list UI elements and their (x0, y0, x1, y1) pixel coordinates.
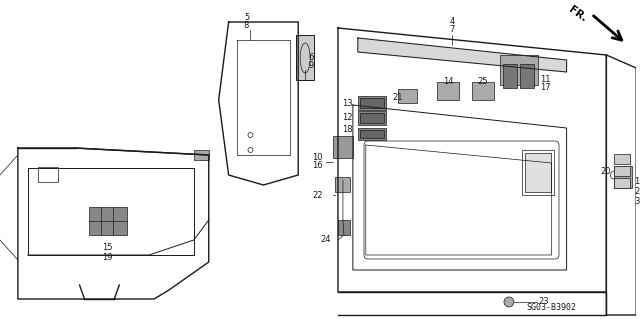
Text: 20: 20 (601, 167, 611, 176)
Text: 12: 12 (342, 113, 353, 122)
Text: FR.: FR. (567, 4, 588, 24)
Bar (525, 153, 550, 192)
Text: SG03-B3902: SG03-B3902 (527, 303, 577, 313)
Text: 6: 6 (308, 54, 314, 63)
Text: 15: 15 (102, 243, 113, 253)
Text: 13: 13 (342, 99, 353, 108)
Text: 25: 25 (478, 78, 488, 86)
Bar (358, 96, 386, 110)
Text: 14: 14 (443, 78, 454, 86)
Bar (360, 130, 384, 138)
Bar (522, 150, 554, 195)
Bar (503, 64, 517, 88)
Text: 7: 7 (449, 26, 455, 34)
Bar (338, 220, 350, 235)
Text: 19: 19 (102, 253, 113, 262)
Bar (397, 89, 417, 103)
Bar (194, 150, 209, 160)
Bar (614, 154, 630, 164)
Text: 3: 3 (634, 197, 639, 206)
Text: 5: 5 (244, 13, 249, 23)
Polygon shape (358, 38, 566, 72)
Bar (296, 35, 314, 80)
Bar (520, 64, 534, 88)
Bar (333, 136, 353, 158)
Text: 9: 9 (308, 62, 314, 70)
Bar (500, 55, 538, 85)
Text: 4: 4 (450, 18, 455, 26)
Text: 11: 11 (540, 76, 550, 85)
Bar (472, 82, 494, 100)
Text: 24: 24 (321, 235, 331, 244)
Bar (614, 178, 630, 188)
Bar (360, 113, 384, 123)
Bar (90, 207, 127, 235)
Bar (614, 166, 632, 188)
Bar (437, 82, 460, 100)
Text: 16: 16 (312, 160, 323, 169)
Text: 8: 8 (244, 21, 249, 31)
Bar (360, 98, 384, 108)
Text: 10: 10 (312, 152, 323, 161)
Text: 23: 23 (539, 298, 549, 307)
Text: 18: 18 (342, 125, 353, 135)
Bar (358, 111, 386, 125)
Text: 1: 1 (634, 177, 639, 187)
Text: 22: 22 (312, 190, 323, 199)
Circle shape (504, 297, 514, 307)
Text: 2: 2 (634, 188, 639, 197)
Bar (614, 166, 630, 176)
Bar (335, 177, 350, 192)
Text: 21: 21 (392, 93, 403, 101)
Bar (38, 167, 58, 182)
Text: 17: 17 (540, 84, 550, 93)
Bar (358, 128, 386, 140)
